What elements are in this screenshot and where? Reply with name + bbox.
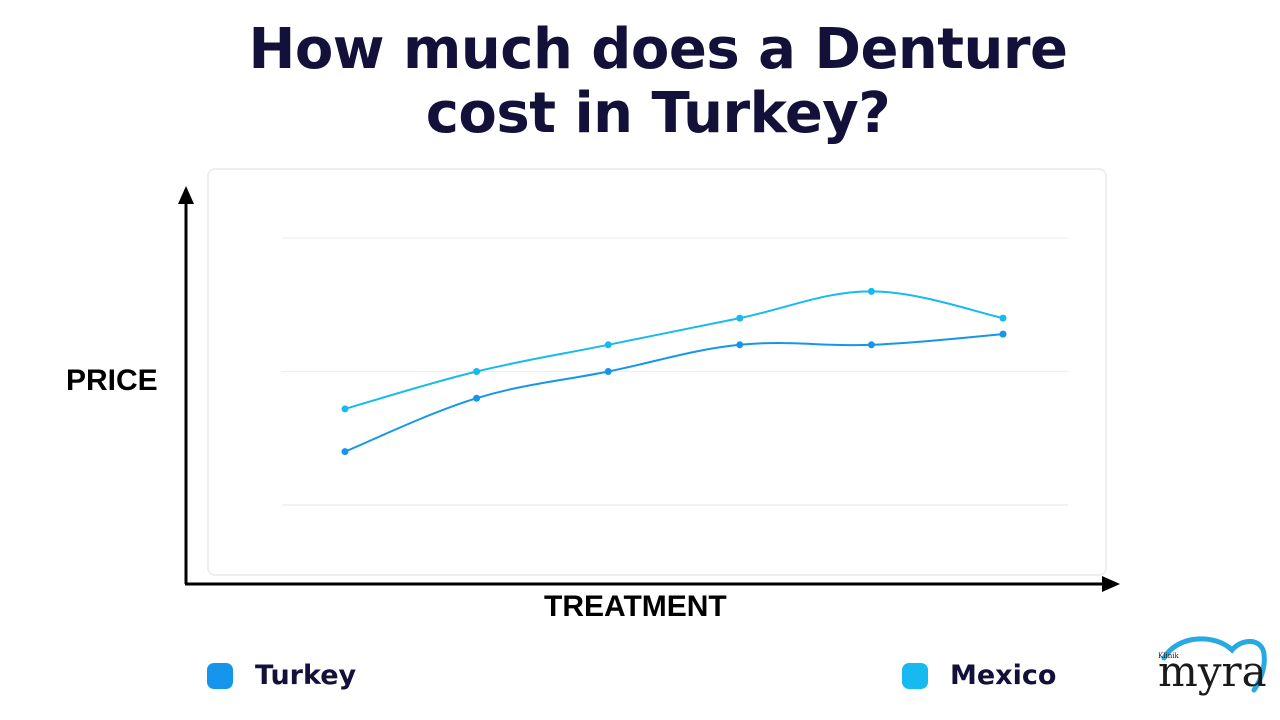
data-point-mexico: [736, 314, 744, 322]
logo-klinik-text: Klinik: [1158, 652, 1179, 660]
legend-item-turkey: Turkey: [207, 660, 356, 691]
series-line-mexico: [344, 290, 1004, 410]
data-point-turkey: [604, 368, 612, 375]
title-line-2: cost in Turkey?: [425, 81, 891, 146]
series-line-turkey: [344, 333, 1004, 453]
legend-swatch-turkey: [207, 662, 233, 689]
data-point-mexico: [473, 368, 481, 375]
data-point-mexico: [999, 314, 1007, 322]
data-point-turkey: [736, 341, 744, 349]
legend-swatch-mexico: [902, 662, 928, 689]
logo-heart-icon: [1161, 636, 1267, 693]
data-point-mexico: [341, 405, 349, 413]
x-axis-arrow: [1102, 576, 1120, 592]
klinik-myra-logo: Klinik myra: [1150, 634, 1268, 706]
x-axis-label: TREATMENT: [544, 590, 727, 623]
data-point-turkey: [473, 394, 481, 402]
title-line-1: How much does a Denture: [248, 17, 1068, 82]
logo-graphic: Klinik myra: [1158, 636, 1267, 696]
data-point-turkey: [341, 448, 349, 456]
logo-myra-text: myra: [1158, 647, 1267, 696]
legend-label-mexico: Mexico: [950, 660, 1057, 691]
y-axis-arrow: [178, 186, 194, 204]
data-point-turkey: [867, 341, 875, 349]
y-axis-label: PRICE: [66, 364, 158, 397]
page-title: How much does a Denture cost in Turkey?: [0, 18, 1280, 146]
data-point-mexico: [867, 287, 875, 295]
legend-item-mexico: Mexico: [902, 660, 1056, 691]
legend-label-turkey: Turkey: [255, 660, 357, 691]
data-point-turkey: [999, 330, 1007, 338]
data-point-mexico: [604, 341, 612, 349]
